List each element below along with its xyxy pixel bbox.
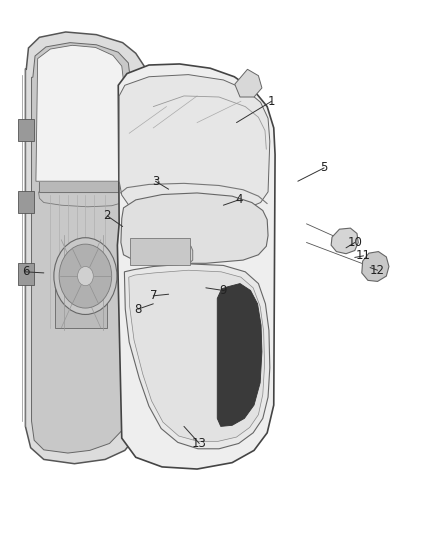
Text: 7: 7 bbox=[149, 289, 157, 302]
Bar bbox=[18, 119, 34, 141]
Polygon shape bbox=[136, 244, 193, 264]
Text: 5: 5 bbox=[321, 161, 328, 174]
Polygon shape bbox=[331, 228, 358, 254]
Polygon shape bbox=[121, 193, 268, 263]
Circle shape bbox=[54, 238, 117, 314]
Bar bbox=[18, 263, 34, 285]
Text: 6: 6 bbox=[21, 265, 29, 278]
Text: 10: 10 bbox=[347, 236, 362, 249]
Polygon shape bbox=[235, 69, 262, 97]
FancyBboxPatch shape bbox=[55, 285, 107, 328]
Polygon shape bbox=[119, 75, 270, 214]
Text: 1: 1 bbox=[268, 95, 276, 108]
Text: 12: 12 bbox=[370, 264, 385, 277]
Polygon shape bbox=[39, 182, 120, 192]
Circle shape bbox=[59, 244, 112, 308]
Circle shape bbox=[78, 266, 93, 286]
Polygon shape bbox=[129, 270, 265, 441]
Polygon shape bbox=[117, 64, 275, 469]
Polygon shape bbox=[25, 32, 147, 464]
Text: 3: 3 bbox=[152, 175, 159, 188]
Text: 8: 8 bbox=[134, 303, 141, 316]
Polygon shape bbox=[362, 252, 389, 281]
Text: 2: 2 bbox=[103, 209, 111, 222]
FancyBboxPatch shape bbox=[130, 238, 190, 265]
Polygon shape bbox=[217, 284, 262, 426]
Text: 9: 9 bbox=[219, 284, 227, 297]
Polygon shape bbox=[32, 43, 131, 453]
Text: 13: 13 bbox=[192, 437, 207, 450]
Text: 11: 11 bbox=[356, 249, 371, 262]
Bar bbox=[18, 191, 34, 213]
Polygon shape bbox=[36, 45, 124, 181]
Text: 4: 4 bbox=[235, 193, 243, 206]
Polygon shape bbox=[124, 264, 270, 449]
